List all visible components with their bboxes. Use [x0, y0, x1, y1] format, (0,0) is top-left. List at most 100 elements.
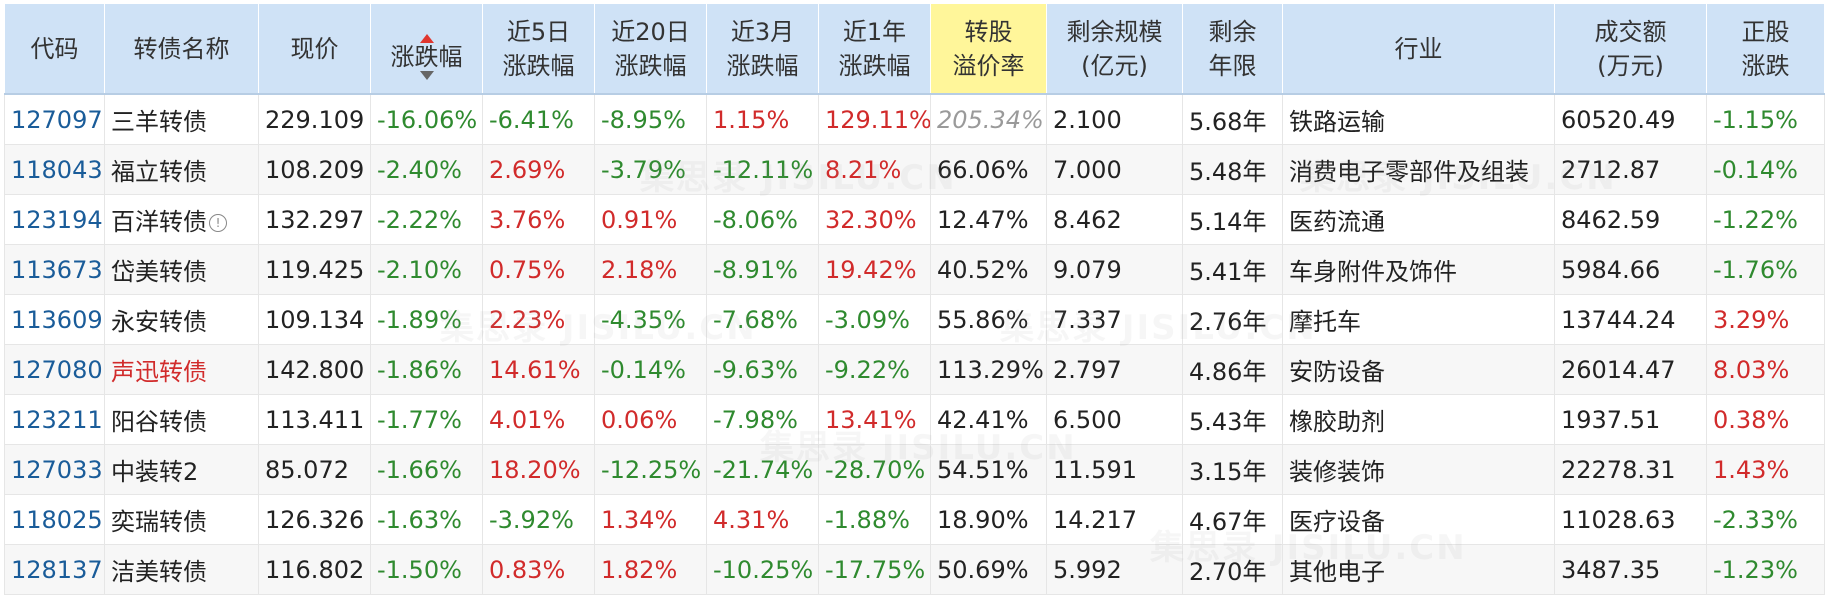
table-row[interactable]: 128137 洁美转债 116.802 -1.50% 0.83% 1.82% -10.25%…	[4, 544, 1825, 595]
header-premium[interactable]: 转股 溢价率	[930, 3, 1047, 95]
bond-name-link[interactable]: 声迅转债	[111, 358, 207, 386]
cell-change-value: -1.63%	[377, 505, 462, 534]
cell-chg1y-value: 8.21%	[825, 155, 902, 184]
header-name[interactable]: 转债名称	[104, 3, 259, 95]
cell-turnover-value: 13744.24	[1561, 305, 1676, 334]
cell-industry: 摩托车	[1282, 294, 1555, 345]
table-row[interactable]: 127033 中装转2 85.072 -1.66% 18.20% -12.25% -21.7…	[4, 444, 1825, 495]
cell-industry-value: 摩托车	[1289, 308, 1361, 336]
table-row[interactable]: 123211 阳谷转债 113.411 -1.77% 4.01% 0.06% -7.98% 1…	[4, 394, 1825, 445]
cell-chg3m: -8.06%	[706, 194, 819, 245]
cell-remain-years-value: 5.14年	[1189, 208, 1267, 236]
bond-name-link[interactable]: 阳谷转债	[111, 408, 207, 436]
cell-remain-years-value: 2.76年	[1189, 308, 1267, 336]
bond-name-link[interactable]: 百洋转债	[111, 208, 207, 236]
cell-premium: 205.34%	[930, 93, 1047, 145]
cell-stock-change: -2.33%	[1706, 494, 1825, 545]
table-row[interactable]: 127080 声迅转债 142.800 -1.86% 14.61% -0.14% -9.63…	[4, 344, 1825, 395]
table-row[interactable]: 118025 奕瑞转债 126.326 -1.63% -3.92% 1.34% 4.31% -…	[4, 494, 1825, 545]
bond-code-link[interactable]: 113673	[11, 255, 103, 284]
cell-industry-value: 装修装饰	[1289, 458, 1385, 486]
table-row[interactable]: 118043 福立转债 108.209 -2.40% 2.69% -3.79% -12.11…	[4, 144, 1825, 195]
sort-indicator: 涨跌幅	[391, 33, 463, 80]
bond-code-link[interactable]: 123194	[11, 205, 103, 234]
cell-chg3m-value: -10.25%	[713, 555, 814, 584]
cell-chg5d: -3.92%	[482, 494, 595, 545]
header-stock-change[interactable]: 正股 涨跌	[1706, 3, 1825, 95]
header-chg1y[interactable]: 近1年 涨跌幅	[818, 3, 931, 95]
cell-remain-years: 4.67年	[1182, 494, 1283, 545]
cell-change-value: -16.06%	[377, 105, 478, 134]
bond-code-link[interactable]: 118043	[11, 155, 103, 184]
cell-change: -2.22%	[370, 194, 483, 245]
cell-turnover: 5984.66	[1554, 244, 1707, 295]
bond-name-link[interactable]: 中装转2	[111, 458, 199, 486]
cell-remain-size: 6.500	[1046, 394, 1183, 445]
header-remain-size[interactable]: 剩余规模 (亿元)	[1046, 3, 1183, 95]
cell-price-value: 229.109	[265, 105, 365, 134]
cell-remain-years-value: 5.41年	[1189, 258, 1267, 286]
cell-chg1y: -1.88%	[818, 494, 931, 545]
bond-name-link[interactable]: 永安转债	[111, 308, 207, 336]
cell-industry-value: 消费电子零部件及组装	[1289, 158, 1529, 186]
bond-code-link[interactable]: 127033	[11, 455, 103, 484]
cell-chg1y-value: -17.75%	[825, 555, 926, 584]
bond-code-link[interactable]: 113609	[11, 305, 103, 334]
cell-premium-value: 40.52%	[937, 255, 1029, 284]
bond-code-link[interactable]: 123211	[11, 405, 103, 434]
bond-name-link[interactable]: 福立转债	[111, 158, 207, 186]
bond-code-link[interactable]: 127080	[11, 355, 103, 384]
bond-code-link[interactable]: 118025	[11, 505, 103, 534]
header-industry-label: 行业	[1394, 34, 1443, 63]
cell-chg3m-value: -7.68%	[713, 305, 798, 334]
cell-chg3m-value: -9.63%	[713, 355, 798, 384]
cell-remain-years: 5.14年	[1182, 194, 1283, 245]
header-name-label: 转债名称	[133, 34, 230, 63]
cell-name: 声迅转债	[104, 344, 259, 395]
bond-name-link[interactable]: 奕瑞转债	[111, 508, 207, 536]
cell-chg20d: 0.91%	[594, 194, 707, 245]
header-chg20d[interactable]: 近20日 涨跌幅	[594, 3, 707, 95]
header-turnover[interactable]: 成交额 (万元)	[1554, 3, 1707, 95]
cell-chg1y-value: 129.11%	[825, 105, 931, 134]
bond-name-link[interactable]: 洁美转债	[111, 558, 207, 586]
bond-name-link[interactable]: 岱美转债	[111, 258, 207, 286]
cell-chg3m: -7.68%	[706, 294, 819, 345]
bond-name-link[interactable]: 三羊转债	[111, 108, 207, 136]
table-row[interactable]: 113673 岱美转债 119.425 -2.10% 0.75% 2.18% -8.91% 1…	[4, 244, 1825, 295]
info-icon[interactable]: !	[209, 214, 227, 232]
cell-code: 113609	[4, 294, 105, 345]
header-code[interactable]: 代码	[4, 3, 105, 95]
cell-remain-size-value: 7.000	[1053, 155, 1122, 184]
table-row[interactable]: 123194 百洋转债! 132.297 -2.22% 3.76% 0.91% -8.06%…	[4, 194, 1825, 245]
cell-remain-years: 3.15年	[1182, 444, 1283, 495]
cell-change-value: -2.40%	[377, 155, 462, 184]
table-row[interactable]: 113609 永安转债 109.134 -1.89% 2.23% -4.35% -7.68%…	[4, 294, 1825, 345]
header-change[interactable]: 涨跌幅	[370, 3, 483, 95]
cell-chg20d: 0.06%	[594, 394, 707, 445]
header-chg5d[interactable]: 近5日 涨跌幅	[482, 3, 595, 95]
cell-price-value: 142.800	[265, 355, 365, 384]
bond-code-link[interactable]: 127097	[11, 105, 103, 134]
table-row[interactable]: 127097 三羊转债 229.109 -16.06% -6.41% -8.95% 1.15…	[4, 93, 1825, 145]
cell-premium: 40.52%	[930, 244, 1047, 295]
header-price[interactable]: 现价	[258, 3, 371, 95]
bond-code-link[interactable]: 128137	[11, 555, 103, 584]
cell-chg1y-value: -3.09%	[825, 305, 910, 334]
cell-remain-years: 5.41年	[1182, 244, 1283, 295]
cell-remain-size-value: 5.992	[1053, 555, 1122, 584]
cell-price: 229.109	[258, 93, 371, 145]
cell-premium-value: 12.47%	[937, 205, 1029, 234]
header-chg3m[interactable]: 近3月 涨跌幅	[706, 3, 819, 95]
cell-price-value: 116.802	[265, 555, 365, 584]
header-chg5d-line2: 涨跌幅	[502, 51, 575, 80]
header-industry[interactable]: 行业	[1282, 3, 1555, 95]
cell-price: 113.411	[258, 394, 371, 445]
cell-chg5d: 14.61%	[482, 344, 595, 395]
cell-stock-change: 8.03%	[1706, 344, 1825, 395]
cell-code: 127080	[4, 344, 105, 395]
cell-chg1y: -17.75%	[818, 544, 931, 595]
cell-industry-value: 橡胶助剂	[1289, 408, 1385, 436]
cell-chg20d: 1.34%	[594, 494, 707, 545]
header-remain-years[interactable]: 剩余 年限	[1182, 3, 1283, 95]
